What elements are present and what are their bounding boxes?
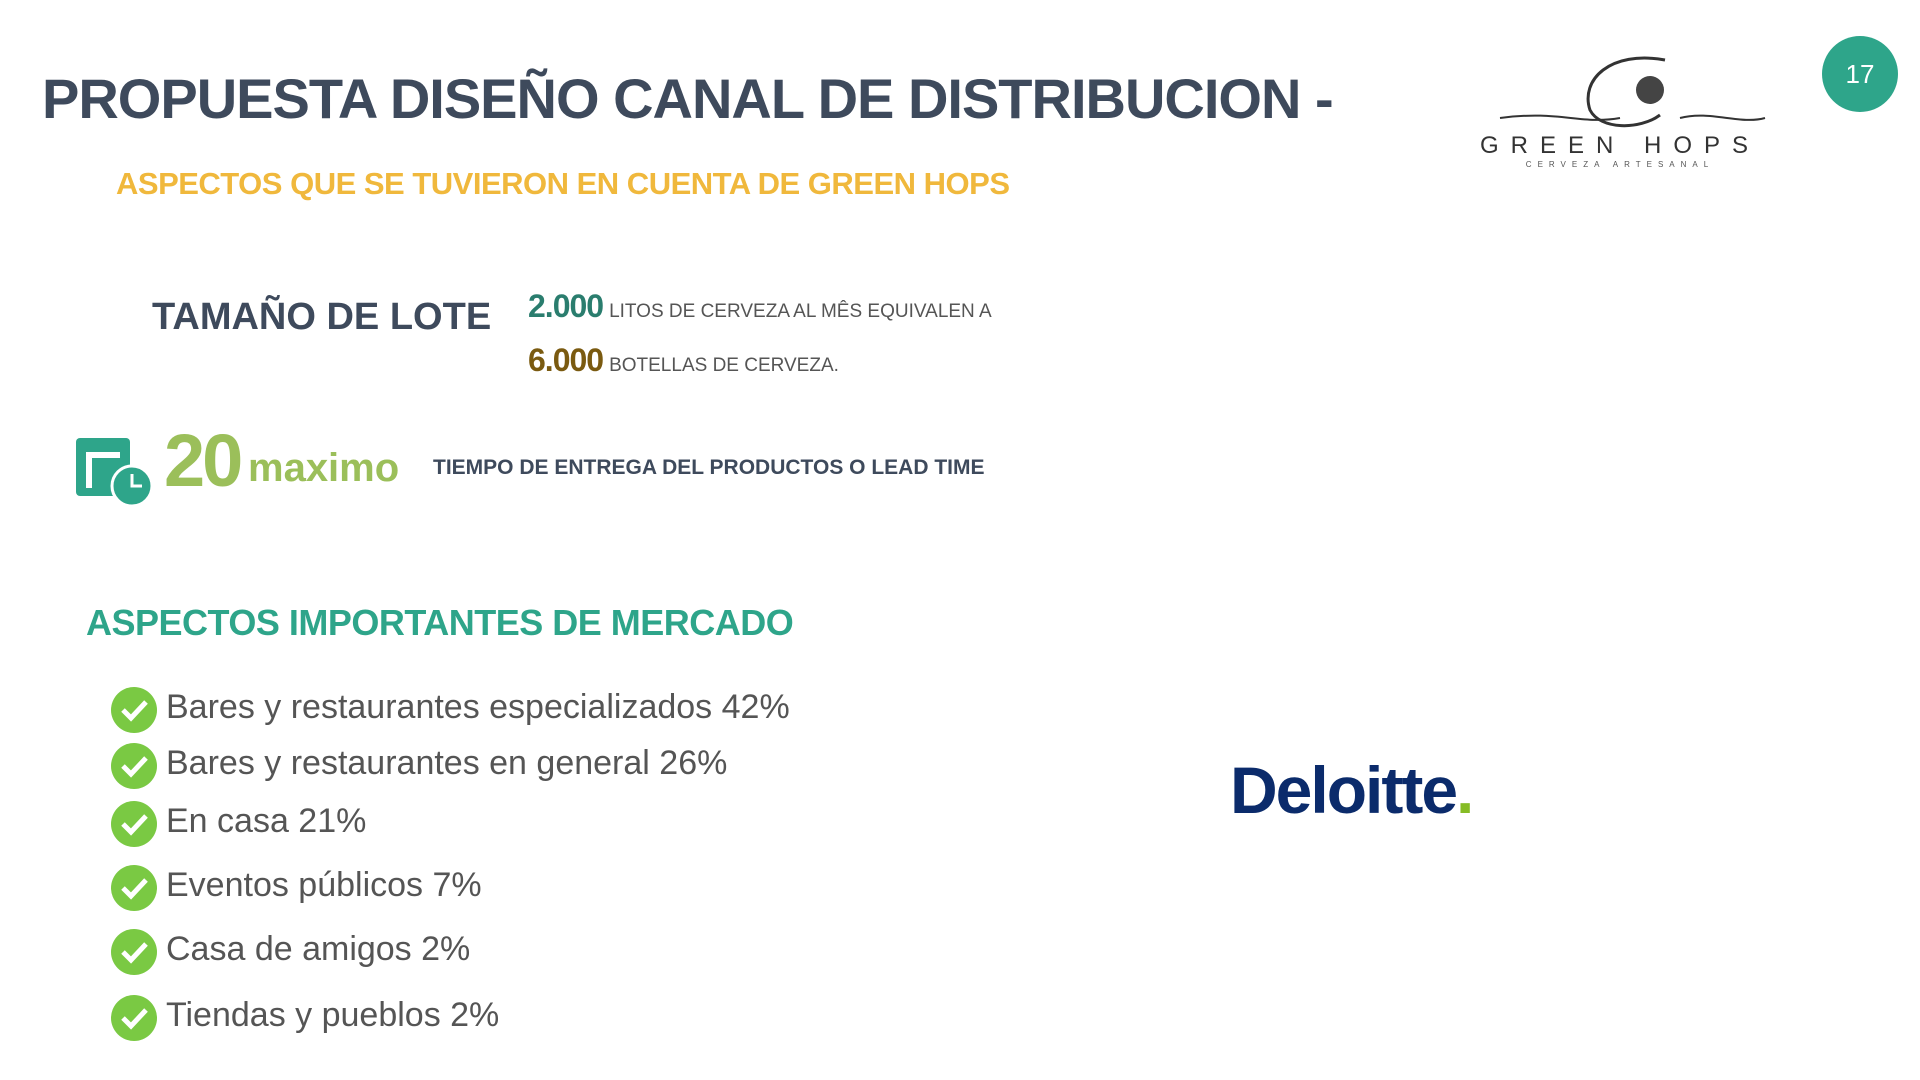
brand-logo: Deloitte. [1230,752,1474,828]
lead-time-icon [76,438,154,508]
market-item: En casa 21% [166,802,367,840]
market-item: Bares y restaurantes especializados 42% [166,688,790,726]
market-item: Tiendas y pueblos 2% [166,996,500,1034]
market-item: Eventos públicos 7% [166,866,482,904]
lead-time-unit: maximo [248,446,400,490]
check-icon [111,801,157,847]
page-number: 17 [1822,36,1898,112]
logo-tagline: CERVEZA ARTESANAL [1525,160,1715,169]
lot-line: 2.000 LITOS DE CERVEZA AL MÊS EQUIVALEN A [528,288,992,325]
check-icon [111,995,157,1041]
lot-text: LITOS DE CERVEZA AL MÊS EQUIVALEN A [609,301,992,322]
lead-time-description: TIEMPO DE ENTREGA DEL PRODUCTOS O LEAD T… [433,456,985,479]
check-icon [111,929,157,975]
brand-dot: . [1456,753,1474,827]
lot-amount: 2.000 [528,288,604,324]
brand-name: Deloitte [1230,753,1458,827]
lot-text: BOTELLAS DE CERVEZA. [609,355,839,376]
check-icon [111,687,157,733]
slide-title: PROPUESTA DISEÑO CANAL DE DISTRIBUCION - [42,67,1334,130]
check-icon [111,743,157,789]
check-icons [111,687,157,1041]
market-heading: ASPECTOS IMPORTANTES DE MERCADO [86,602,794,643]
lot-label: TAMAÑO DE LOTE [152,296,492,338]
market-item: Casa de amigos 2% [166,930,471,968]
slide-subtitle: ASPECTOS QUE SE TUVIERON EN CUENTA DE GR… [116,166,1010,201]
check-icon [111,865,157,911]
lead-time-amount: 20 [164,419,243,502]
lot-line: 6.000 BOTELLAS DE CERVEZA. [528,342,839,379]
lot-amount: 6.000 [528,342,604,378]
market-item: Bares y restaurantes en general 26% [166,744,728,782]
logo-emblem [1499,56,1766,128]
logo-name: GREEN HOPS [1479,132,1761,159]
